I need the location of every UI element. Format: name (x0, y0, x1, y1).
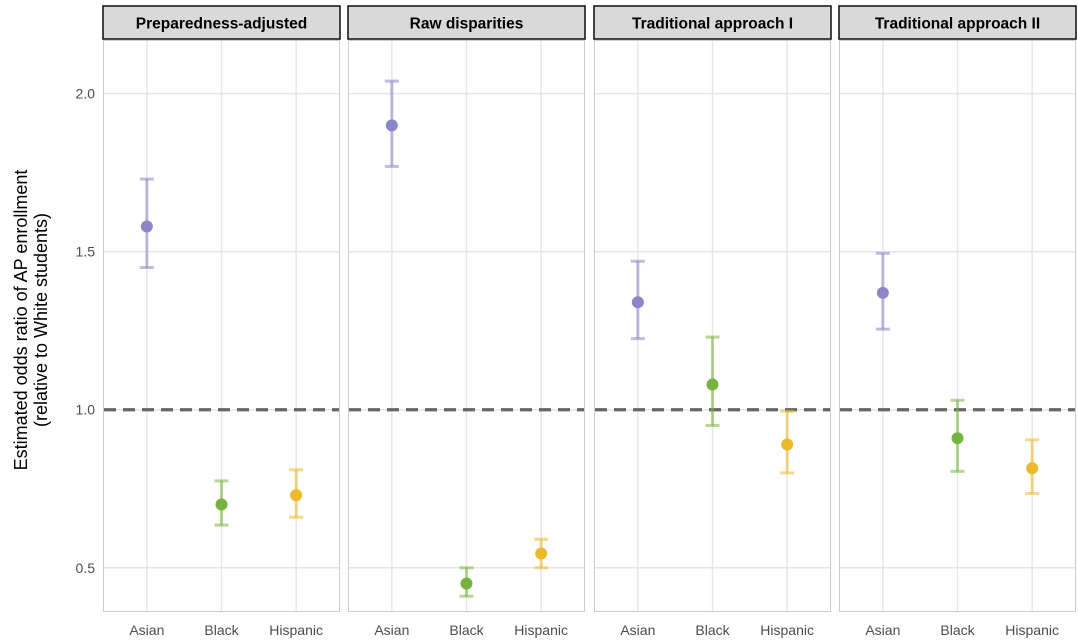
panel-border-traditional-approach-i (594, 40, 831, 612)
point-traditional-approach-i-black (706, 378, 719, 391)
x-tick-label-traditional-approach-i-black: Black (695, 622, 730, 638)
y-tick-label-1-5: 1.5 (76, 244, 96, 260)
y-axis-title-line-1: Estimated odds ratio of AP enrollment (11, 170, 31, 471)
point-raw-disparities-black (460, 577, 473, 590)
point-raw-disparities-hispanic (535, 547, 548, 560)
x-tick-label-preparedness-adjusted-hispanic: Hispanic (269, 622, 323, 638)
y-axis-title-line-2: (relative to White students) (31, 213, 51, 427)
strip-label-traditional-approach-ii: Traditional approach II (875, 16, 1040, 33)
x-tick-label-traditional-approach-i-asian: Asian (620, 622, 655, 638)
y-tick-label-0-5: 0.5 (76, 560, 96, 576)
strip-header-traditional-approach-i (593, 5, 832, 40)
x-tick-label-traditional-approach-ii-asian: Asian (865, 622, 900, 638)
point-preparedness-adjusted-hispanic (290, 489, 303, 502)
y-tick-label-2-0: 2.0 (76, 86, 96, 102)
x-tick-label-raw-disparities-asian: Asian (374, 622, 409, 638)
strip-label-raw-disparities: Raw disparities (410, 16, 524, 33)
strip-label-traditional-approach-i: Traditional approach I (632, 16, 793, 33)
panel-border-traditional-approach-ii (839, 40, 1076, 612)
panel-border-raw-disparities (348, 40, 585, 612)
x-tick-label-traditional-approach-ii-black: Black (940, 622, 975, 638)
strip-header-preparedness-adjusted (102, 5, 341, 40)
x-tick-label-traditional-approach-ii-hispanic: Hispanic (1005, 622, 1059, 638)
panel-border-preparedness-adjusted (103, 40, 340, 612)
point-traditional-approach-i-hispanic (781, 438, 794, 451)
strip-label-preparedness-adjusted: Preparedness-adjusted (136, 16, 307, 33)
point-preparedness-adjusted-asian (140, 220, 153, 233)
x-tick-label-raw-disparities-black: Black (449, 622, 484, 638)
x-tick-label-preparedness-adjusted-asian: Asian (129, 622, 164, 638)
x-tick-label-raw-disparities-hispanic: Hispanic (514, 622, 568, 638)
point-preparedness-adjusted-black (215, 498, 228, 511)
point-raw-disparities-asian (385, 119, 398, 132)
point-traditional-approach-ii-black (951, 432, 964, 445)
x-tick-label-preparedness-adjusted-black: Black (204, 622, 239, 638)
strip-header-raw-disparities (347, 5, 586, 40)
x-tick-label-traditional-approach-i-hispanic: Hispanic (760, 622, 814, 638)
point-traditional-approach-i-asian (631, 296, 644, 309)
strip-header-traditional-approach-ii (838, 5, 1077, 40)
point-traditional-approach-ii-hispanic (1026, 462, 1039, 475)
y-tick-label-1-0: 1.0 (76, 402, 96, 418)
point-traditional-approach-ii-asian (876, 286, 889, 299)
